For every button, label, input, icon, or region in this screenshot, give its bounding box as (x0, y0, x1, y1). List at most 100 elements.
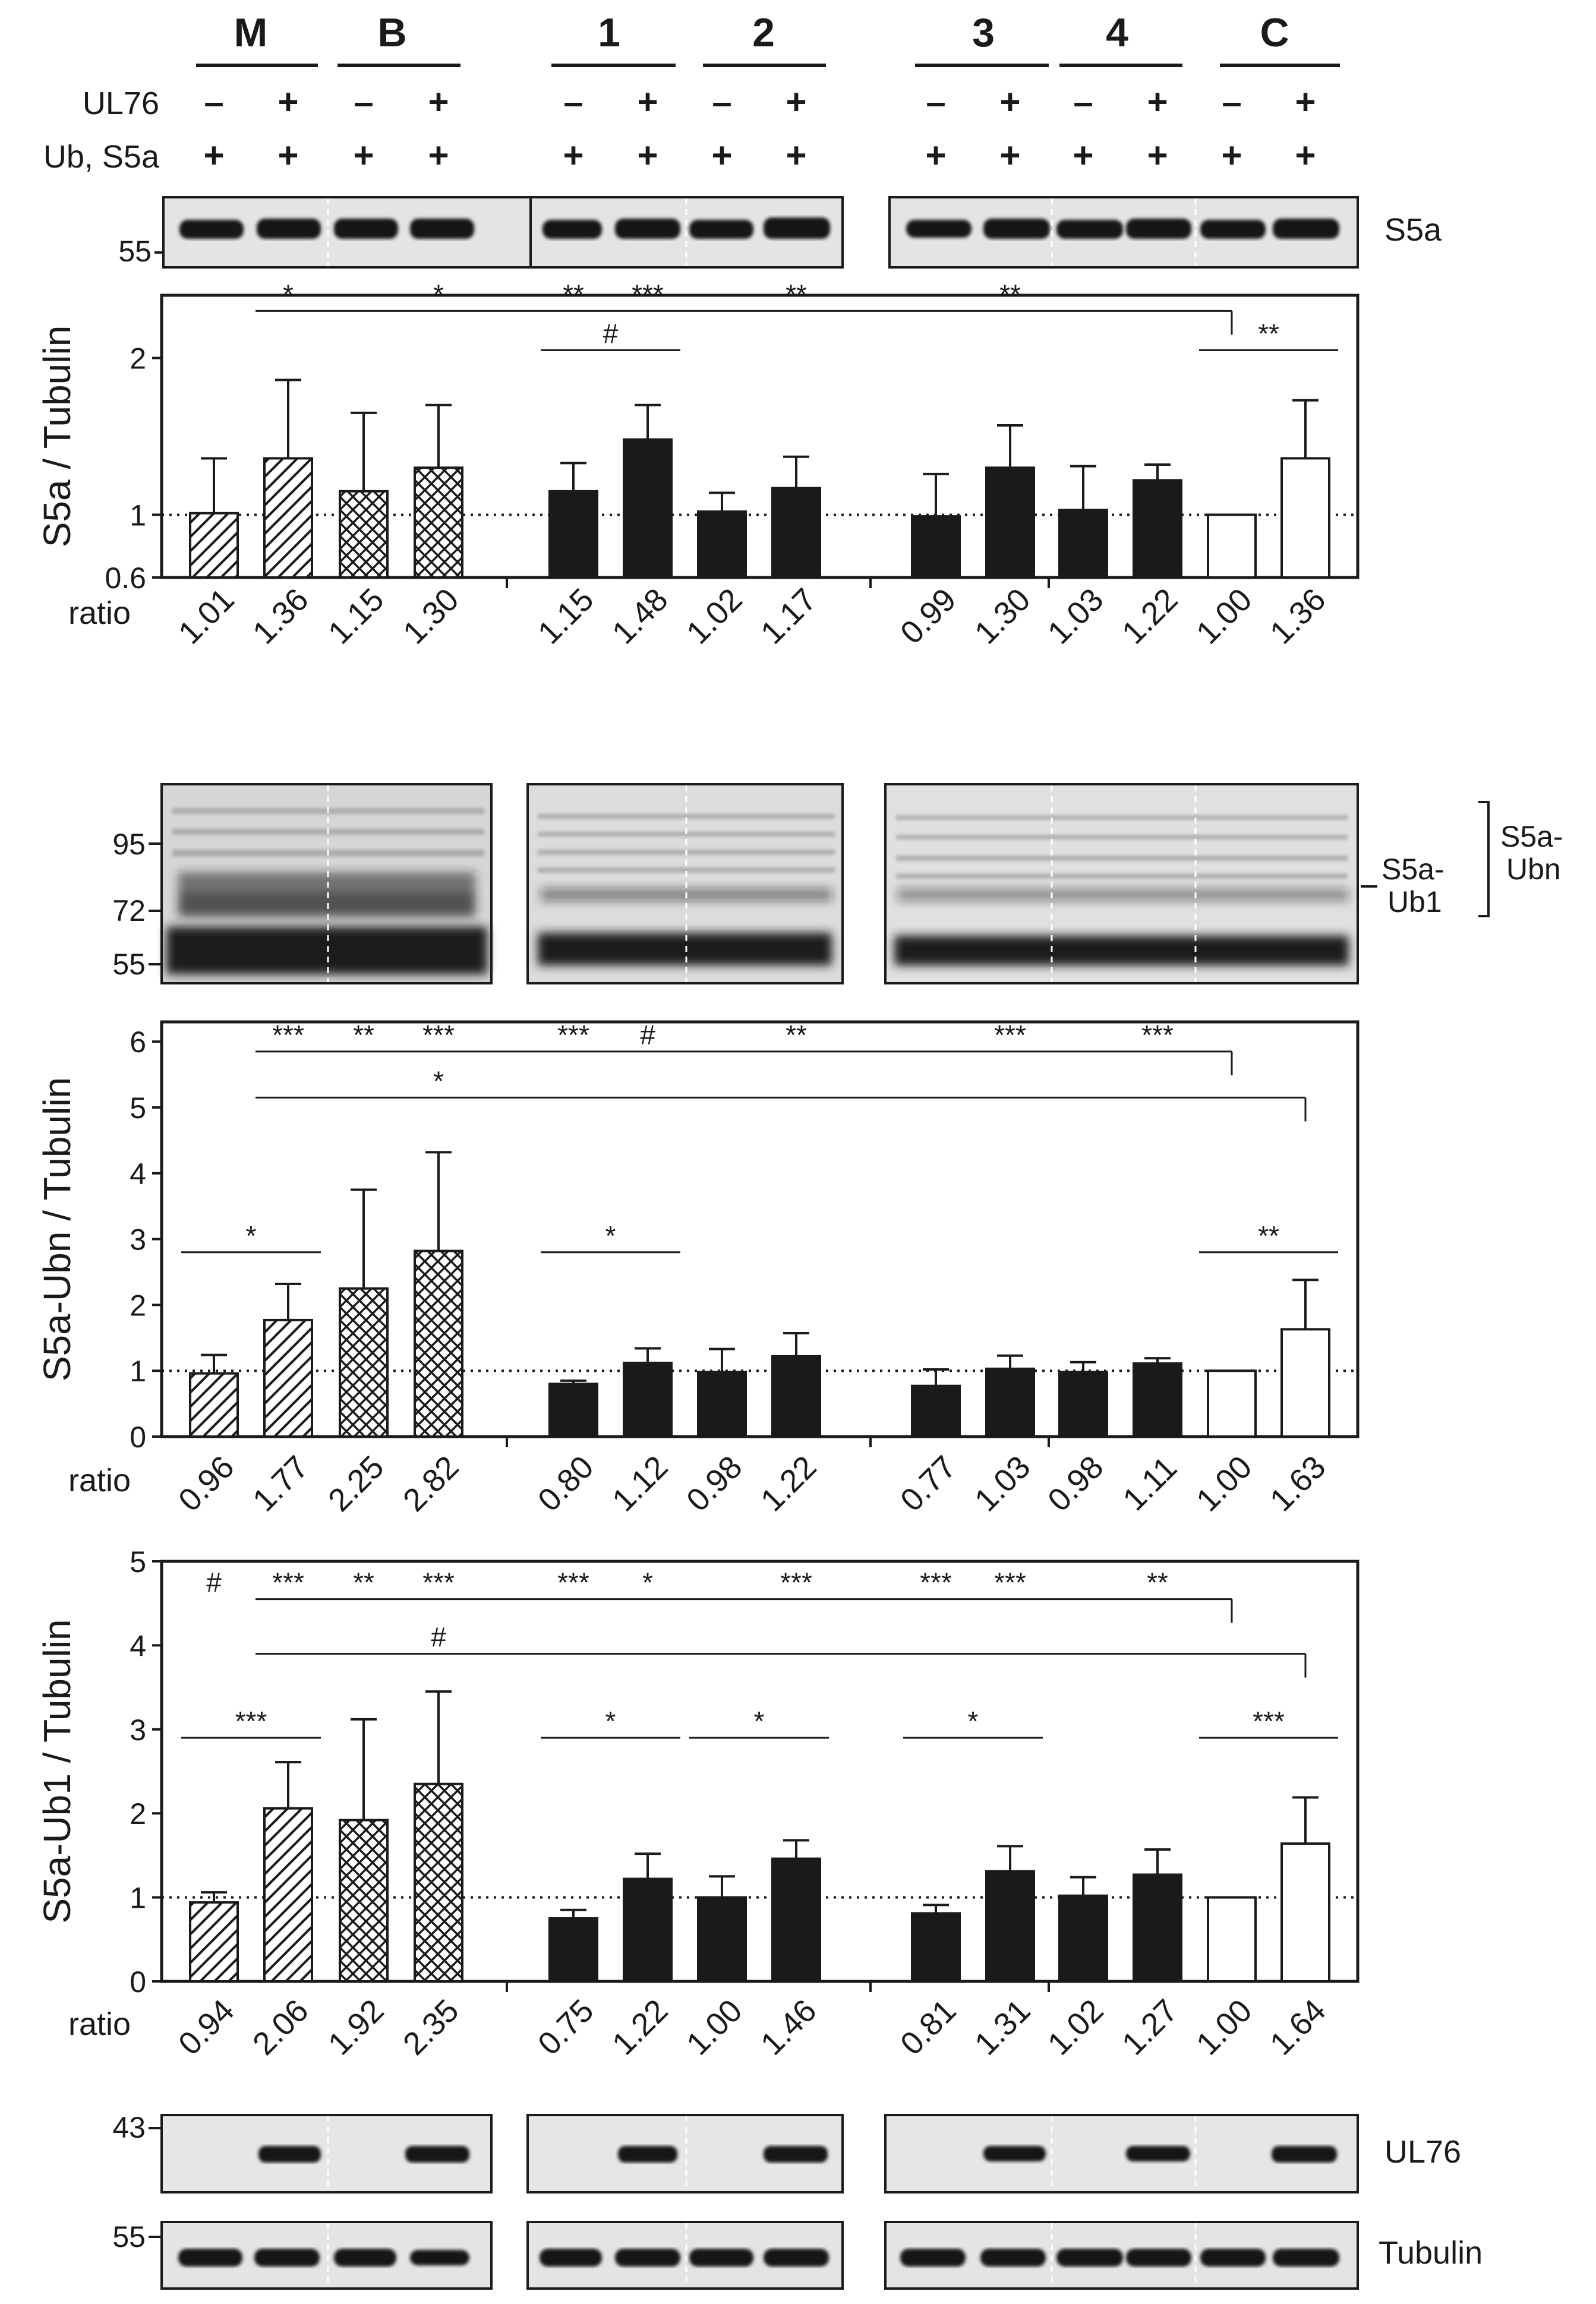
y-tick-label: 6 (130, 1025, 146, 1059)
bar (1280, 457, 1330, 579)
y-tick-label: 3 (130, 1713, 146, 1747)
group-label-b: B (377, 10, 406, 55)
ul76-mw-43: 43 (112, 2111, 146, 2144)
significance-mark: ** (786, 279, 807, 310)
ratio-value: 1.22 (754, 1449, 824, 1519)
bar (1058, 509, 1108, 579)
ratio-value: 2.82 (396, 1449, 466, 1519)
bar (1133, 1873, 1182, 1983)
pair-mark: * (754, 1706, 765, 1737)
bar (771, 1355, 821, 1438)
group-label-3: 3 (972, 10, 995, 55)
pair-mark: * (605, 1706, 616, 1737)
ubs5a-sign: + (999, 135, 1020, 175)
bar (697, 1371, 747, 1438)
ubs5a-sign: + (428, 135, 449, 175)
ratio-value: 1.15 (321, 582, 391, 651)
group-label-1: 1 (598, 10, 620, 55)
ratio-value: 1.36 (246, 582, 316, 651)
y-tick-label: 0.6 (105, 561, 146, 595)
bar (339, 1819, 389, 1983)
s5a-mw-55: 55 (118, 235, 152, 268)
bar (263, 1318, 313, 1438)
ratio-value: 1.00 (1190, 582, 1259, 651)
bar (985, 1870, 1035, 1983)
ul76-blot-label: UL76 (1384, 2134, 1461, 2170)
significance-mark: * (433, 1065, 444, 1096)
ubn-mw-95: 95 (112, 828, 146, 861)
ratio-value: 0.81 (894, 1993, 963, 2062)
bar (414, 1249, 463, 1438)
ul76-sign: + (1147, 82, 1168, 122)
pair-mark: *** (235, 1706, 267, 1737)
ubn-mw-55: 55 (112, 948, 146, 981)
y-tick-label: 1 (130, 498, 146, 532)
pair-mark: # (603, 318, 619, 349)
significance-mark: *** (1141, 1020, 1174, 1050)
ul76-sign: – (712, 82, 731, 122)
ratio-label: ratio (68, 1463, 131, 1498)
y-axis-label: S5a-Ubn / Tubulin (36, 1077, 78, 1381)
significance-mark: * (283, 279, 294, 310)
group-label-c: C (1260, 10, 1289, 55)
y-tick-label: 1 (130, 1882, 146, 1915)
plot-frame (160, 1560, 1360, 1983)
ratio-value: 1.02 (1041, 1993, 1111, 2062)
ratio-value: 2.06 (246, 1993, 316, 2062)
significance-mark: *** (557, 1020, 589, 1050)
group-label-4: 4 (1106, 10, 1128, 55)
ratio-value: 1.17 (754, 582, 824, 651)
bar (189, 512, 239, 579)
y-tick-label: 3 (130, 1223, 146, 1257)
y-tick-label: 2 (130, 1289, 146, 1322)
bar (189, 1901, 239, 1983)
ratio-value: 1.27 (1115, 1993, 1185, 2062)
ubs5a-sign: + (277, 135, 298, 175)
bar (263, 457, 313, 579)
ratio-value: 1.46 (754, 1993, 824, 2062)
bar (414, 1782, 463, 1983)
ul76-row-label: UL76 (83, 86, 159, 121)
ratio-label: ratio (68, 2006, 131, 2042)
ratio-value: 1.01 (172, 582, 241, 651)
ratio-value: 1.30 (396, 582, 466, 651)
significance-mark: ** (563, 279, 584, 310)
pair-mark: ** (1258, 318, 1279, 349)
significance-mark: ** (786, 1020, 807, 1050)
bar (1058, 1894, 1108, 1983)
lane-signs: – + – + – + – + – + – + – + + + + + + + + + + + + + + + (203, 82, 1316, 175)
ul76-sign: – (1073, 82, 1093, 122)
plot-frame (160, 293, 1360, 579)
bar (771, 1857, 821, 1983)
significance-mark: ** (353, 1020, 374, 1050)
bar (911, 1384, 961, 1438)
ubs5a-sign: + (353, 135, 374, 175)
bar (1280, 1842, 1330, 1983)
tubulin-mw-55: 55 (112, 2220, 146, 2253)
ul76-sign: + (428, 82, 449, 122)
bar (1133, 479, 1182, 579)
ratio-label: ratio (68, 595, 131, 631)
significance-mark: *** (994, 1567, 1026, 1598)
bar (697, 1896, 747, 1983)
significance-mark: *** (780, 1567, 812, 1598)
ratio-value: 1.03 (1041, 582, 1111, 651)
y-tick-label: 4 (130, 1629, 146, 1662)
ratio-value: 1.00 (1190, 1449, 1259, 1519)
ratio-value: 1.48 (605, 582, 675, 651)
s5a-blot-label: S5a (1384, 212, 1442, 248)
group-labels: M B 1 2 3 4 C (234, 10, 1289, 55)
ul76-sign: + (1295, 82, 1316, 122)
ratio-value: 1.92 (321, 1993, 391, 2062)
bar (1280, 1328, 1330, 1438)
tubulin-blot: 55 Tubulin (112, 2220, 1483, 2290)
bar (548, 1917, 598, 1983)
ul76-sign: – (563, 82, 583, 122)
ubn-blot: 95 72 55 (112, 783, 1563, 984)
bar (911, 515, 961, 579)
ubs5a-sign: + (925, 135, 946, 175)
ratio-value: 1.22 (605, 1993, 675, 2062)
ratio-value: 2.35 (396, 1993, 466, 2062)
